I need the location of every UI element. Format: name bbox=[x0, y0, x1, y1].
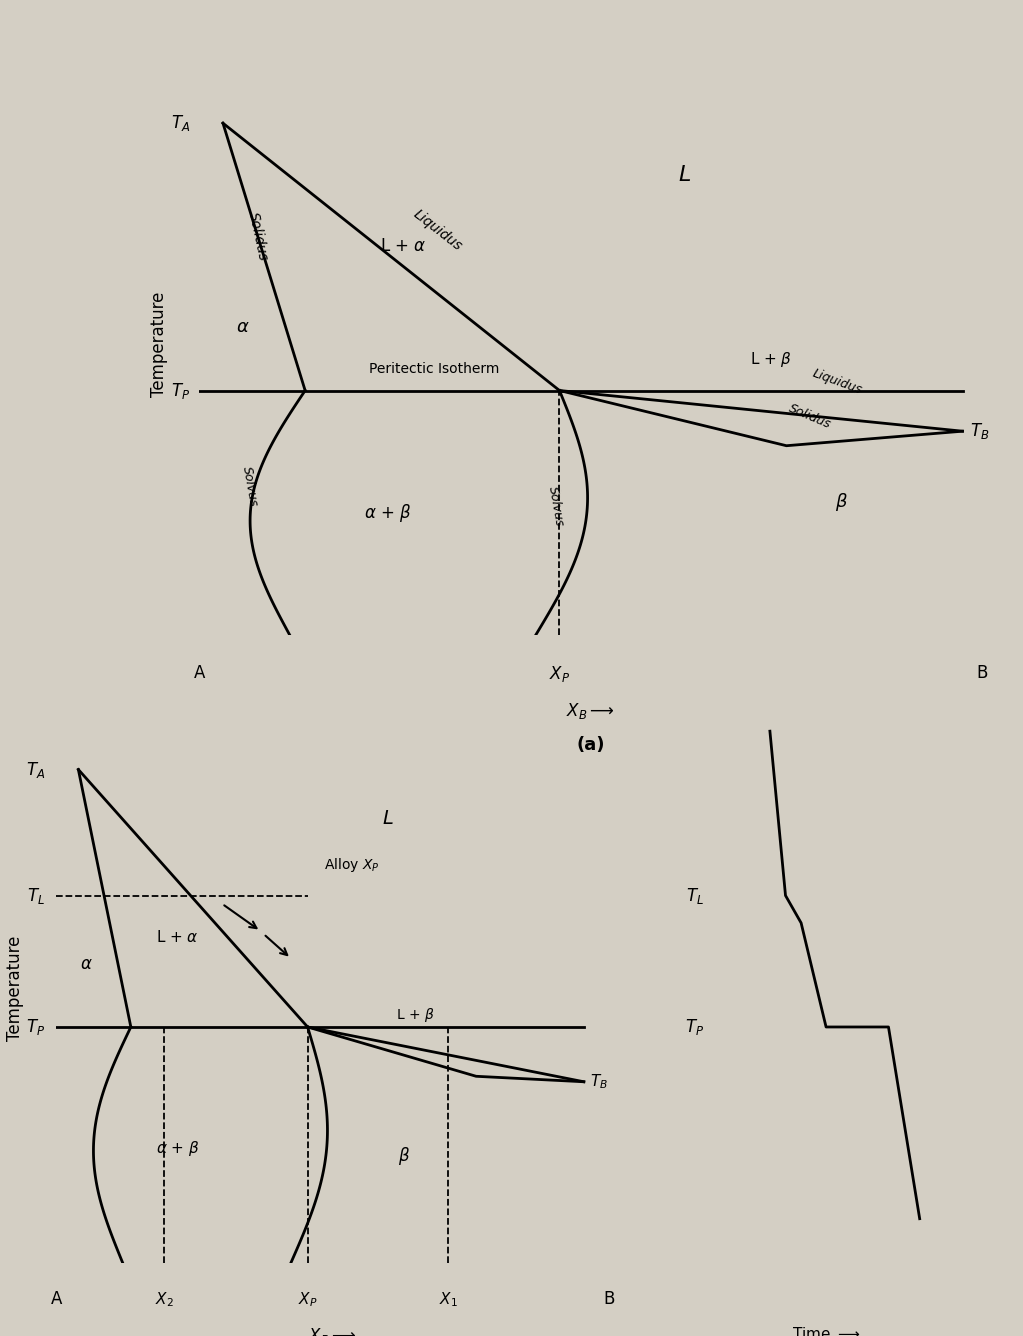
Text: L: L bbox=[678, 166, 691, 186]
Text: $\alpha$ + $\beta$: $\alpha$ + $\beta$ bbox=[363, 502, 411, 524]
Text: $\alpha$: $\alpha$ bbox=[235, 318, 250, 337]
Text: $T_P$: $T_P$ bbox=[685, 1017, 705, 1037]
Text: $X_P$: $X_P$ bbox=[549, 664, 570, 684]
Text: L: L bbox=[383, 810, 393, 828]
Text: $T_L$: $T_L$ bbox=[28, 886, 45, 906]
Text: $\beta$: $\beta$ bbox=[835, 490, 848, 513]
Text: B: B bbox=[976, 664, 988, 681]
Text: Solvus: Solvus bbox=[545, 485, 566, 528]
Text: $T_B$: $T_B$ bbox=[590, 1073, 609, 1092]
Text: Peritectic Isotherm: Peritectic Isotherm bbox=[369, 362, 499, 375]
Text: B: B bbox=[603, 1291, 615, 1308]
Text: L + $\beta$: L + $\beta$ bbox=[396, 1006, 435, 1023]
Text: A: A bbox=[193, 664, 206, 681]
Text: Temperature: Temperature bbox=[149, 291, 168, 397]
Text: Temperature: Temperature bbox=[6, 937, 25, 1041]
Text: $\beta$: $\beta$ bbox=[398, 1145, 410, 1168]
Text: $\alpha$ + $\beta$: $\alpha$ + $\beta$ bbox=[155, 1140, 199, 1158]
Text: $T_A$: $T_A$ bbox=[171, 114, 190, 134]
Text: Solvus: Solvus bbox=[240, 465, 260, 508]
Text: Solidus: Solidus bbox=[247, 211, 270, 262]
Text: (a): (a) bbox=[577, 736, 605, 755]
Text: $\alpha$: $\alpha$ bbox=[80, 955, 93, 974]
Text: L + $\alpha$: L + $\alpha$ bbox=[157, 929, 199, 945]
Text: Alloy $X_P$: Alloy $X_P$ bbox=[324, 855, 380, 874]
Text: Time $\longrightarrow$: Time $\longrightarrow$ bbox=[792, 1325, 860, 1336]
Text: L + $\alpha$: L + $\alpha$ bbox=[380, 236, 427, 255]
Text: Liquidus: Liquidus bbox=[810, 367, 864, 397]
Text: L + $\beta$: L + $\beta$ bbox=[750, 350, 792, 369]
Text: Solidus: Solidus bbox=[787, 402, 833, 432]
Text: $T_A$: $T_A$ bbox=[26, 760, 45, 779]
Text: $X_P$: $X_P$ bbox=[298, 1291, 317, 1308]
Text: $X_B \longrightarrow$: $X_B \longrightarrow$ bbox=[567, 701, 615, 721]
Text: A: A bbox=[50, 1291, 62, 1308]
Text: $T_L$: $T_L$ bbox=[686, 886, 704, 906]
Text: $X_B \longrightarrow$: $X_B \longrightarrow$ bbox=[308, 1325, 357, 1336]
Text: $X_1$: $X_1$ bbox=[439, 1291, 458, 1308]
Text: $T_P$: $T_P$ bbox=[171, 381, 190, 401]
Text: $T_B$: $T_B$ bbox=[971, 421, 990, 441]
Text: $T_P$: $T_P$ bbox=[26, 1017, 45, 1037]
Text: Liquidus: Liquidus bbox=[411, 207, 465, 254]
Text: $X_2$: $X_2$ bbox=[154, 1291, 173, 1308]
